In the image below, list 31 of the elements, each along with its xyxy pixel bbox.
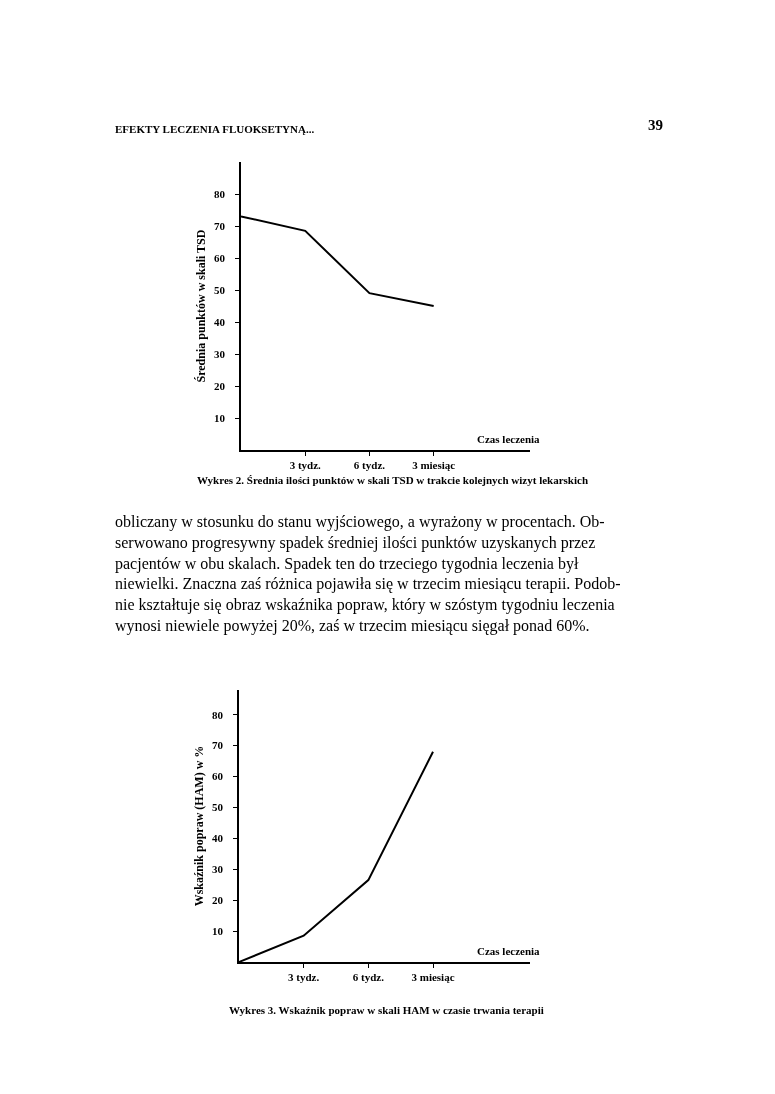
y-tick-label: 80 (212, 708, 224, 721)
x-tick-label: 3 tydz. (288, 970, 320, 983)
y-tick-label: 50 (214, 283, 226, 296)
y-tick-label: 60 (212, 770, 224, 783)
text: Wykres 3. Wskaźnik popraw w skali HAM w czasie trwania terapii (229, 1004, 544, 1016)
text: obliczany w stosunku do stanu wyjściowego, a wyrażony w procentach. Ob- serwowano progresywny spadek średniej ilości punktów uzyskanych przez pacjentów w obu skalach. Spadek ten do trzeciego tygodnia leczenia był niewielki. Znaczna zaś różnica pojawiła się w trzecim miesiącu terapii. Podob- nie kształtuje się obraz wskaźnika popraw, który w szóstym tygodniu leczenia wynosi niewiele powyżej 20%, zaś w trzecim miesiącu sięgał ponad 60%. (115, 513, 621, 635)
x-tick-label: 3 miesiąc (411, 970, 455, 983)
y-tick-label: 10 (214, 411, 226, 424)
x-tick-label: 6 tydz. (353, 458, 386, 471)
x-axis-title: Czas leczenia (477, 433, 541, 445)
y-tick-label: 60 (214, 251, 226, 264)
text: Wykres 2. Średnia ilości punktów w skali TSD w trakcie kolejnych wizyt lekarskich (197, 474, 589, 486)
y-tick-label: 40 (212, 832, 224, 845)
y-tick-label: 30 (214, 347, 226, 360)
y-axis-title: Średnia punktów w skali TSD (193, 229, 208, 383)
y-tick-label: 70 (212, 739, 224, 752)
y-tick-label: 30 (212, 863, 224, 876)
x-tick-label: 6 tydz. (352, 970, 385, 983)
y-tick-label: 80 (214, 187, 226, 200)
x-axis-title: Czas leczenia (477, 945, 541, 957)
y-tick-label: 20 (212, 894, 224, 907)
x-tick-label: 3 tydz. (289, 458, 322, 471)
text: EFEKTY LECZENIA FLUOKSETYNĄ... (115, 123, 315, 135)
text: 39 (648, 117, 663, 133)
y-tick-label: 20 (214, 379, 226, 392)
y-tick-label: 40 (214, 315, 226, 328)
y-tick-label: 70 (214, 219, 226, 232)
y-tick-label: 10 (212, 924, 224, 937)
y-axis-title: Wskaźnik popraw (HAM) w % (191, 745, 206, 907)
x-tick-label: 3 miesiąc (412, 458, 456, 471)
y-tick-label: 50 (212, 801, 224, 814)
